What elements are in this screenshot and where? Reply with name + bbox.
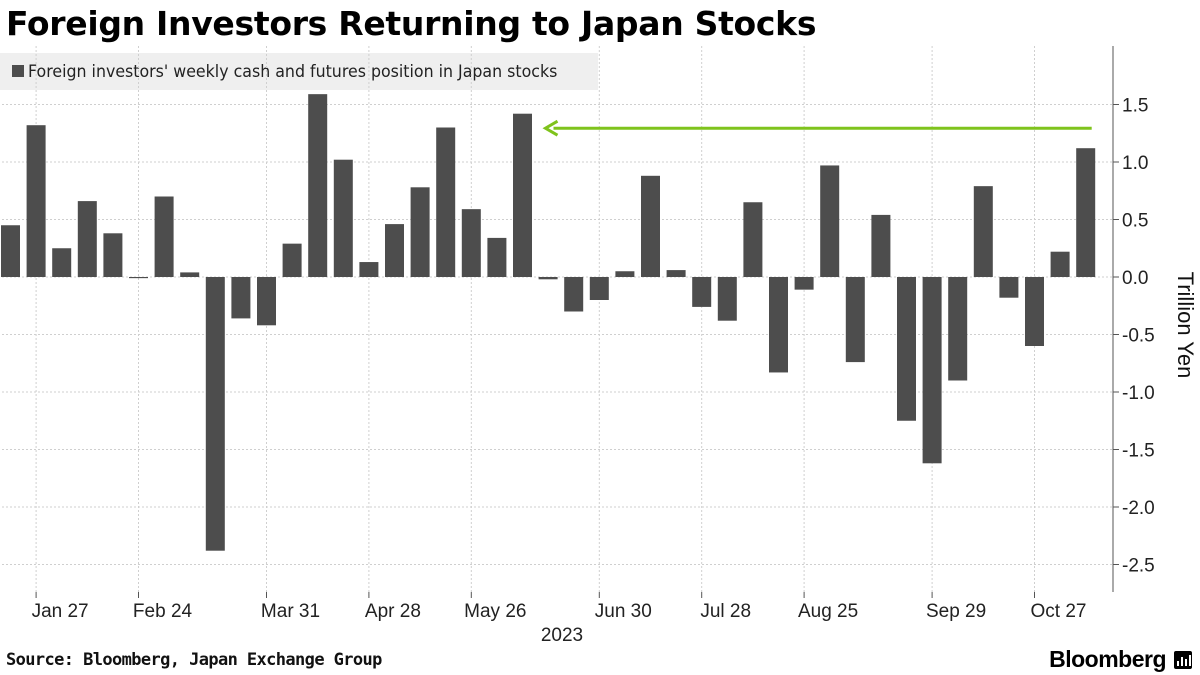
bar	[641, 175, 660, 277]
bar	[1025, 277, 1044, 346]
bar	[257, 277, 276, 326]
bar	[538, 277, 558, 280]
x-tick-label: Oct 27	[1031, 601, 1087, 622]
bar	[948, 277, 968, 381]
bar	[410, 187, 430, 277]
bar	[666, 270, 686, 277]
bar	[513, 113, 532, 277]
legend-swatch	[12, 65, 24, 77]
bar	[333, 159, 353, 277]
y-tick-label: 0.5	[1122, 211, 1148, 232]
bar	[77, 201, 97, 277]
x-tick-label: Sep 29	[926, 601, 986, 622]
bar	[436, 127, 456, 277]
bar	[103, 233, 123, 277]
y-tick-label: -0.5	[1122, 326, 1155, 347]
bar	[717, 277, 737, 321]
bar	[154, 196, 174, 277]
bar	[615, 271, 635, 277]
y-tick-label: -2.0	[1122, 498, 1155, 519]
x-tick-label: Feb 24	[133, 601, 193, 622]
bloomberg-chart-icon	[1174, 651, 1192, 669]
bar	[845, 277, 865, 363]
bar	[743, 202, 763, 277]
bar	[1, 225, 20, 277]
bar	[129, 277, 148, 279]
bar	[1050, 251, 1070, 277]
bloomberg-logo: Bloomberg	[1049, 646, 1166, 672]
x-year-label: 2023	[541, 625, 583, 646]
bar	[461, 209, 481, 277]
x-tick-label: Apr 28	[365, 601, 421, 622]
bar	[589, 277, 609, 300]
y-tick-label: 0.0	[1122, 268, 1148, 289]
bar	[26, 125, 46, 277]
y-tick-label: 1.5	[1122, 96, 1148, 117]
bar	[999, 277, 1019, 298]
y-axis-title: Trillion Yen	[1173, 272, 1198, 379]
y-tick-label: 1.0	[1122, 153, 1148, 174]
bar	[52, 248, 72, 277]
x-tick-label: Aug 25	[798, 601, 858, 622]
x-tick-label: Jul 28	[700, 601, 751, 622]
bar	[897, 277, 916, 421]
bar	[282, 243, 302, 277]
bar	[820, 165, 840, 277]
bar	[231, 277, 251, 319]
y-tick-label: -2.5	[1122, 556, 1155, 577]
source-note: Source: Bloomberg, Japan Exchange Group	[6, 650, 382, 670]
y-tick-label: -1.0	[1122, 383, 1155, 404]
bar	[922, 277, 942, 464]
bar	[180, 272, 200, 277]
bar	[1076, 148, 1096, 277]
bar	[308, 94, 328, 278]
bar	[794, 277, 814, 290]
bar	[487, 237, 507, 277]
y-tick-label: -1.5	[1122, 441, 1155, 462]
bar	[769, 277, 788, 373]
bar	[871, 214, 891, 277]
x-tick-label: May 26	[464, 601, 526, 622]
bar	[359, 262, 379, 277]
bar	[692, 277, 712, 307]
bar	[205, 277, 225, 551]
bar	[973, 186, 993, 277]
x-tick-label: Jan 27	[32, 601, 89, 622]
legend: Foreign investors' weekly cash and futur…	[0, 53, 598, 90]
annotation-arrow-head	[542, 119, 559, 137]
chart-title: Foreign Investors Returning to Japan Sto…	[6, 4, 817, 43]
bar	[385, 224, 404, 277]
x-tick-label: Mar 31	[261, 601, 320, 622]
legend-label: Foreign investors' weekly cash and futur…	[28, 62, 558, 82]
x-tick-label: Jun 30	[595, 601, 652, 622]
bar	[564, 277, 584, 312]
